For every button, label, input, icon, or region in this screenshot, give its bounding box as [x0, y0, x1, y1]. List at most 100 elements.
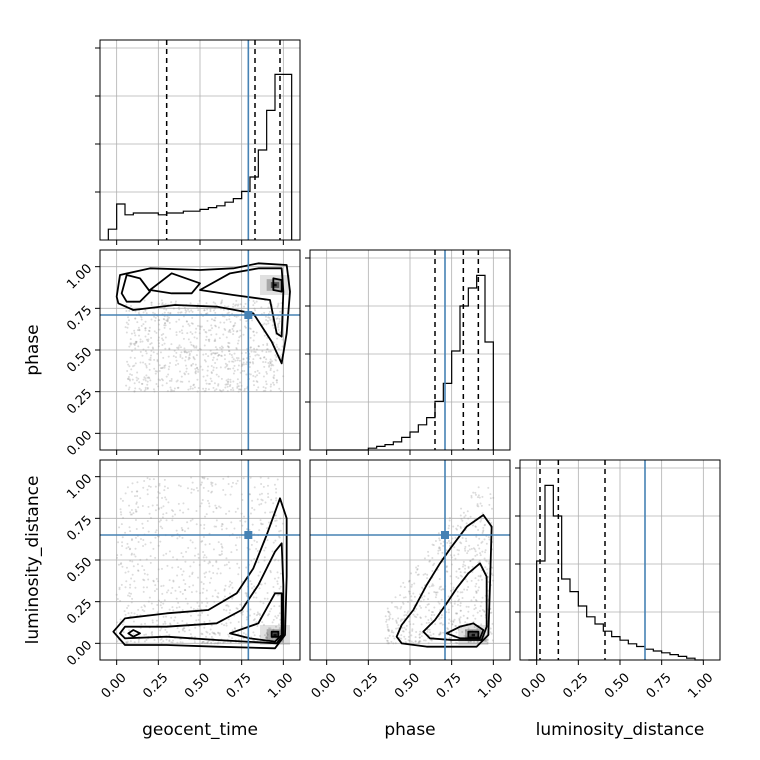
- sample-point: [170, 641, 173, 644]
- sample-point: [195, 509, 198, 512]
- sample-point: [466, 588, 469, 591]
- sample-point: [158, 482, 161, 485]
- sample-point: [257, 345, 260, 348]
- sample-point: [211, 484, 214, 487]
- contour-level-3: [199, 267, 285, 338]
- sample-point: [255, 596, 258, 599]
- sample-point: [449, 544, 452, 547]
- sample-point: [125, 580, 128, 583]
- sample-point: [150, 318, 153, 321]
- sample-point: [209, 377, 212, 380]
- sample-point: [206, 312, 209, 315]
- sample-point: [416, 568, 419, 571]
- sample-point: [259, 614, 262, 617]
- sample-point: [124, 571, 127, 574]
- sample-point: [178, 308, 181, 311]
- sample-point: [186, 487, 189, 490]
- sample-point: [157, 580, 160, 583]
- sample-point: [226, 367, 229, 370]
- sample-point: [203, 477, 206, 480]
- sample-point: [195, 486, 198, 489]
- sample-point: [120, 562, 123, 565]
- sample-point: [179, 590, 182, 593]
- sample-point: [467, 641, 470, 644]
- sample-point: [173, 387, 176, 390]
- sample-point: [413, 615, 416, 618]
- sample-point: [198, 325, 201, 328]
- sample-point: [177, 362, 180, 365]
- sample-point: [187, 350, 190, 353]
- sample-point: [268, 627, 271, 630]
- sample-point: [432, 564, 435, 567]
- sample-point: [177, 484, 180, 487]
- sample-point: [265, 383, 268, 386]
- sample-point: [142, 323, 145, 326]
- sample-point: [467, 627, 470, 630]
- sample-point: [450, 563, 453, 566]
- sample-point: [213, 389, 216, 392]
- sample-point: [168, 347, 171, 350]
- sample-point: [484, 640, 487, 643]
- sample-point: [190, 491, 193, 494]
- sample-point: [186, 521, 189, 524]
- sample-point: [195, 354, 198, 357]
- sample-point: [163, 324, 166, 327]
- sample-point: [224, 383, 227, 386]
- sample-point: [217, 383, 220, 386]
- sample-point: [197, 309, 200, 312]
- sample-point: [470, 494, 473, 497]
- sample-point: [220, 300, 223, 303]
- sample-point: [191, 387, 194, 390]
- sample-point: [399, 619, 402, 622]
- sample-point: [134, 510, 137, 513]
- sample-point: [276, 337, 279, 340]
- sample-point: [442, 631, 445, 634]
- sample-point: [206, 319, 209, 322]
- sample-point: [432, 584, 435, 587]
- sample-point: [445, 549, 448, 552]
- sample-point: [180, 552, 183, 555]
- sample-point: [264, 501, 267, 504]
- sample-point: [201, 633, 204, 636]
- sample-point: [132, 512, 135, 515]
- sample-point: [229, 331, 232, 334]
- sample-point: [128, 548, 131, 551]
- sample-point: [166, 318, 169, 321]
- sample-point: [267, 350, 270, 353]
- sample-point: [431, 543, 434, 546]
- sample-point: [146, 493, 149, 496]
- sample-point: [170, 378, 173, 381]
- sample-point: [274, 625, 277, 628]
- sample-point: [228, 328, 231, 331]
- sample-point: [212, 510, 215, 513]
- sample-point: [168, 321, 171, 324]
- contour-level-1: [119, 542, 285, 645]
- sample-point: [251, 523, 254, 526]
- sample-point: [135, 502, 138, 505]
- sample-point: [277, 304, 280, 307]
- sample-point: [463, 571, 466, 574]
- sample-point: [237, 357, 240, 360]
- sample-point: [200, 325, 203, 328]
- sample-point: [116, 554, 119, 557]
- sample-point: [266, 591, 269, 594]
- sample-point: [448, 637, 451, 640]
- sample-point: [466, 552, 469, 555]
- sample-point: [440, 614, 443, 617]
- sample-point: [228, 352, 231, 355]
- sample-point: [185, 364, 188, 367]
- sample-point: [129, 356, 132, 359]
- sample-point: [161, 343, 164, 346]
- sample-point: [248, 327, 251, 330]
- sample-point: [178, 630, 181, 633]
- sample-point: [408, 579, 411, 582]
- sample-point: [440, 598, 443, 601]
- sample-point: [122, 516, 125, 519]
- sample-point: [138, 329, 141, 332]
- sample-point: [471, 524, 474, 527]
- sample-point: [413, 610, 416, 613]
- sample-point: [156, 637, 159, 640]
- sample-point: [224, 362, 227, 365]
- sample-point: [420, 623, 423, 626]
- sample-point: [481, 540, 484, 543]
